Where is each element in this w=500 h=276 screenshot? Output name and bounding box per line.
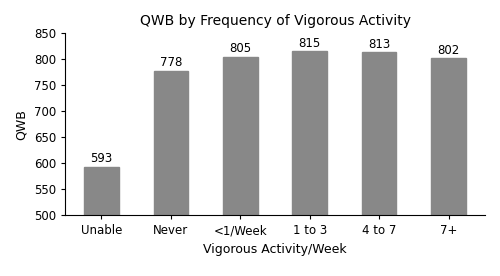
Text: 815: 815 — [298, 37, 321, 50]
Text: 813: 813 — [368, 38, 390, 51]
Y-axis label: QWB: QWB — [15, 109, 28, 140]
Bar — [431, 58, 466, 276]
Bar — [292, 51, 327, 276]
Bar — [84, 167, 119, 276]
X-axis label: Vigorous Activity/Week: Vigorous Activity/Week — [203, 243, 347, 256]
Bar — [362, 52, 396, 276]
Title: QWB by Frequency of Vigorous Activity: QWB by Frequency of Vigorous Activity — [140, 14, 410, 28]
Text: 805: 805 — [229, 42, 252, 55]
Text: 802: 802 — [438, 44, 460, 57]
Text: 778: 778 — [160, 56, 182, 69]
Bar — [154, 71, 188, 276]
Bar — [223, 57, 258, 276]
Text: 593: 593 — [90, 152, 112, 165]
